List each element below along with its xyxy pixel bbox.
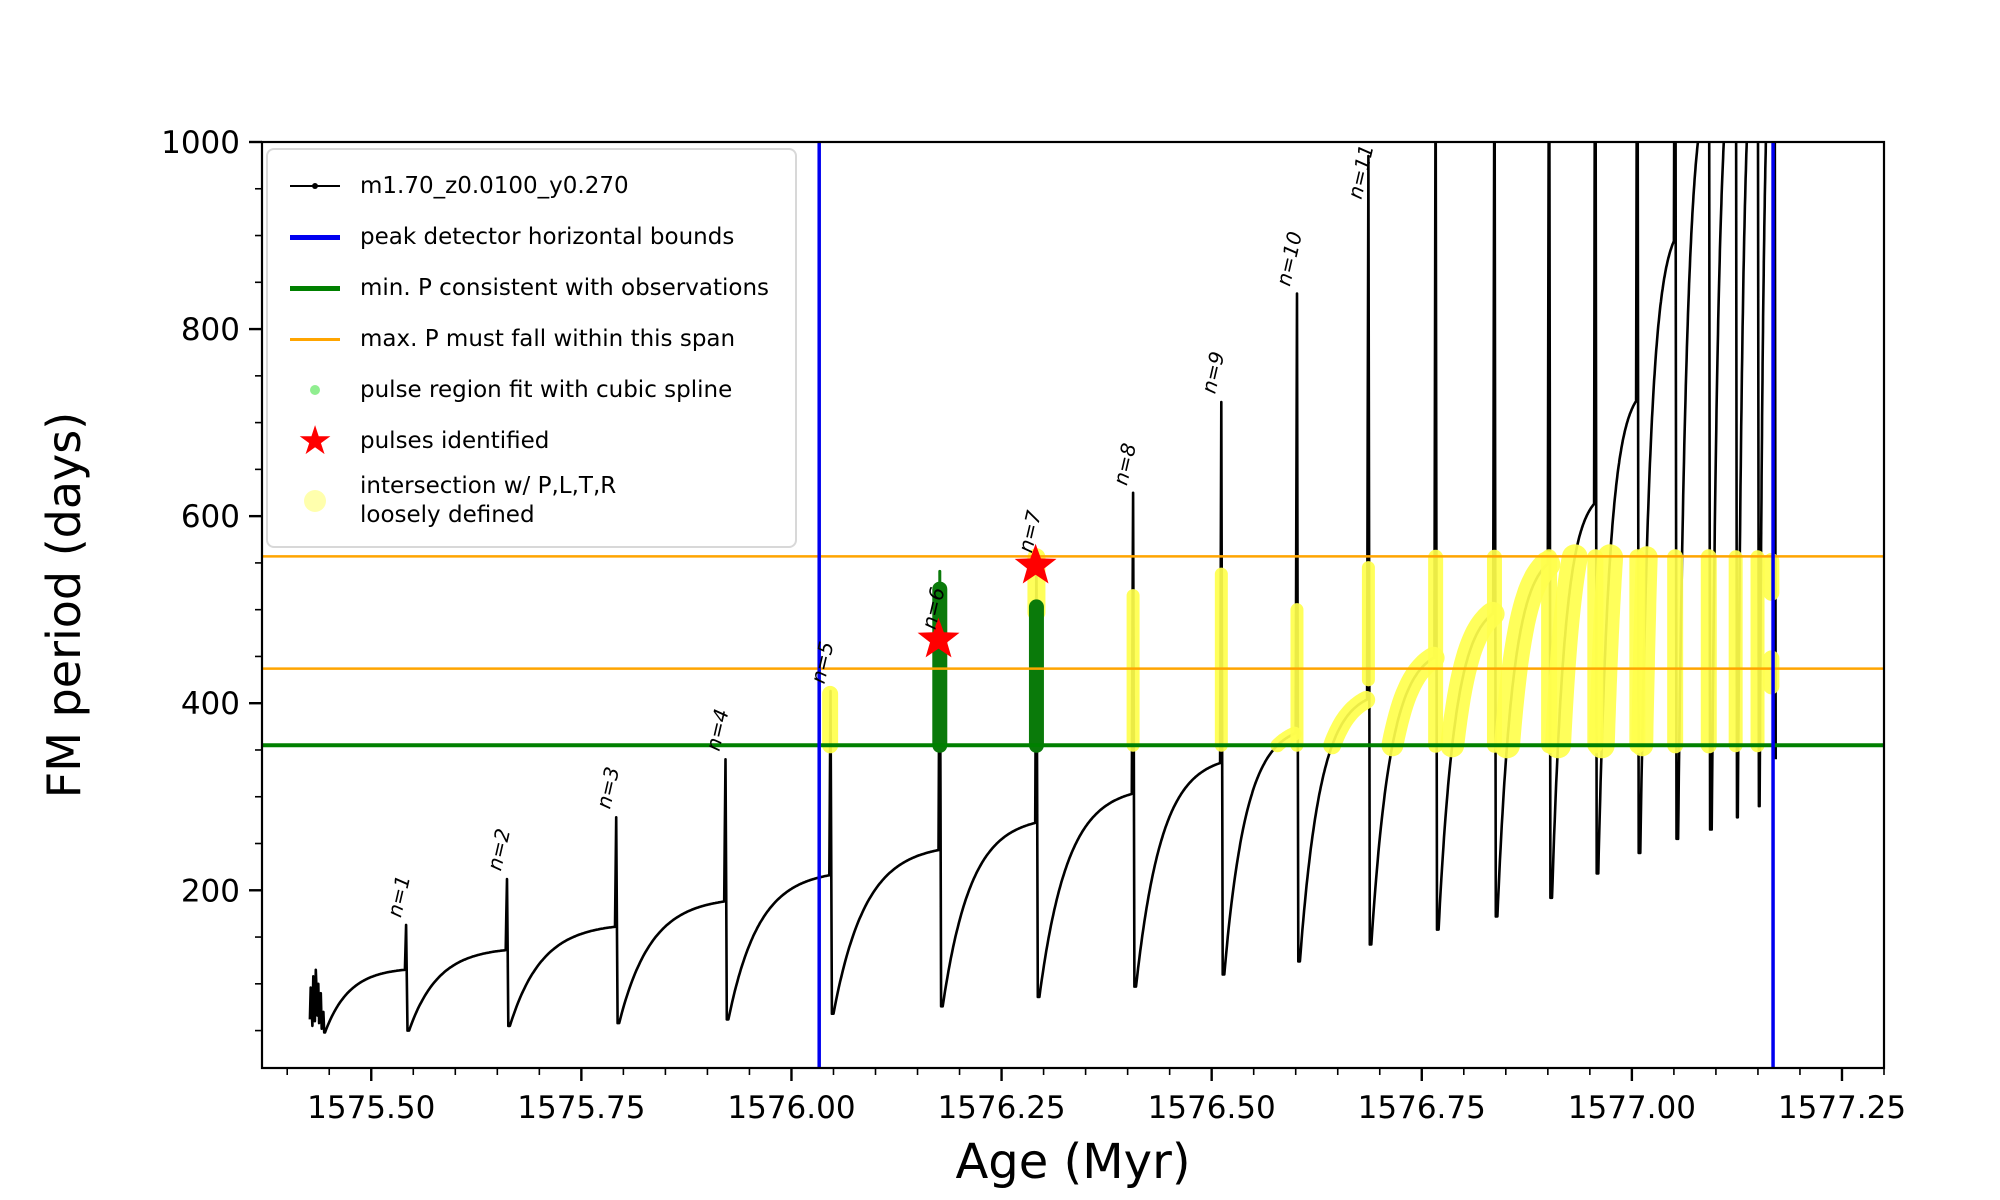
yellow-intersection-arc — [1494, 551, 1561, 759]
legend-label: pulse region fit with cubic spline — [360, 376, 733, 403]
peak-bounds-line-icon — [286, 217, 344, 257]
x-tick-label: 1577.25 — [1778, 1090, 1906, 1126]
pulse-labels-layer: n=1n=2n=3n=4n=5n=6n=7n=8n=9n=10n=11 — [382, 142, 1378, 919]
yellow-intersection-arc — [1545, 544, 1588, 759]
y-tick-label: 1000 — [161, 125, 240, 161]
y-tick-label: 600 — [181, 499, 240, 535]
axes-frame-layer: 1575.50 1575.75 1576.00 1576.25 1576.50 1576.… — [161, 125, 1906, 1126]
legend-item-4: max. P must fall within this span — [286, 319, 769, 359]
intersection-layer — [822, 544, 1780, 759]
y-tick-label: 200 — [181, 873, 240, 909]
pulse-star — [917, 617, 960, 658]
x-tick-label: 1576.00 — [727, 1090, 855, 1126]
yellow-intersection-arc — [1381, 646, 1445, 757]
pulse-label: n=7 — [1013, 508, 1046, 555]
guide-lines-layer — [262, 142, 1884, 1068]
x-axis-label: Age (Myr) — [955, 1134, 1190, 1190]
legend-item-5: pulse region fit with cubic spline — [286, 370, 769, 410]
x-tick-label: 1576.50 — [1148, 1090, 1276, 1126]
yellow-intersection-arc — [1323, 690, 1376, 755]
pulse-label: n=5 — [806, 639, 839, 685]
x-tick-label: 1577.00 — [1568, 1090, 1696, 1126]
legend-item-2: peak detector horizontal bounds — [286, 217, 769, 257]
x-tick-label: 1575.75 — [517, 1090, 645, 1126]
legend-label: max. P must fall within this span — [360, 325, 736, 352]
min-period-line-icon — [286, 268, 344, 308]
y-axis-label: FM period (days) — [37, 412, 91, 798]
plot-frame — [260, 140, 1886, 1070]
yellow-intersection-arc — [1440, 601, 1505, 758]
x-tick-label: 1576.75 — [1358, 1090, 1486, 1126]
plot-area: 1575.50 1575.75 1576.00 1576.25 1576.50 1576.… — [161, 125, 1906, 1126]
y-tick-label: 800 — [181, 312, 240, 348]
legend-item-1: m1.70_z0.0100_y0.270 — [286, 166, 769, 206]
pulse-label: n=9 — [1196, 349, 1229, 395]
pulse-label: n=10 — [1271, 229, 1307, 288]
pulse-label: n=11 — [1343, 142, 1379, 201]
legend-item-7: intersection w/ P,L,T,R loosely defined — [286, 472, 769, 530]
pulse-fit-layer — [932, 569, 1044, 753]
legend-label: min. P consistent with observations — [360, 274, 770, 301]
x-tick-label: 1575.50 — [307, 1090, 435, 1126]
pulse-label: n=8 — [1108, 441, 1141, 487]
y-tick-label: 400 — [181, 686, 240, 722]
x-tick-label: 1576.25 — [937, 1090, 1065, 1126]
legend-label: intersection w/ P,L,T,R loosely defined — [360, 473, 617, 528]
pulse-label: n=3 — [591, 764, 624, 810]
legend-item-3: min. P consistent with observations — [286, 268, 769, 308]
pulse-label: n=2 — [482, 826, 515, 872]
legend-label: m1.70_z0.0100_y0.270 — [360, 172, 629, 199]
spline-dot-icon — [286, 370, 344, 410]
max-period-span-line-icon — [286, 319, 344, 359]
pulse-star — [1014, 543, 1057, 584]
pulse-star-icon: ★ — [297, 418, 333, 464]
legend-label: peak detector horizontal bounds — [360, 223, 735, 250]
legend-item-6: ★ pulses identified — [286, 421, 769, 461]
pulse-label: n=1 — [382, 873, 415, 919]
legend-label: pulses identified — [360, 427, 550, 454]
pulse-stars-layer — [917, 543, 1057, 658]
series-line-icon — [286, 166, 344, 206]
intersection-dot-icon — [286, 481, 344, 521]
